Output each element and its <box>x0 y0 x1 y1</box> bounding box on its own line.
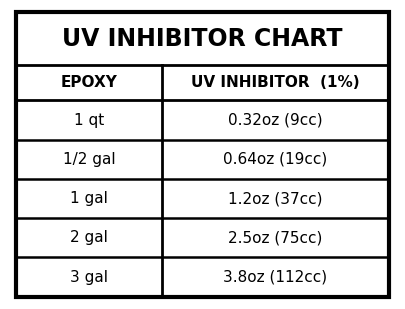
Text: 1/2 gal: 1/2 gal <box>62 152 115 167</box>
Text: 1.2oz (37cc): 1.2oz (37cc) <box>228 191 322 206</box>
Text: UV INHIBITOR CHART: UV INHIBITOR CHART <box>62 27 343 51</box>
Text: 2.5oz (75cc): 2.5oz (75cc) <box>228 230 322 245</box>
Text: 1 gal: 1 gal <box>70 191 108 206</box>
Text: 2 gal: 2 gal <box>70 230 108 245</box>
Text: 3.8oz (112cc): 3.8oz (112cc) <box>223 269 327 285</box>
Text: UV INHIBITOR  (1%): UV INHIBITOR (1%) <box>191 75 360 90</box>
Text: 1 qt: 1 qt <box>74 112 104 128</box>
Text: 0.32oz (9cc): 0.32oz (9cc) <box>228 112 322 128</box>
Text: EPOXY: EPOXY <box>60 75 117 90</box>
Text: 0.64oz (19cc): 0.64oz (19cc) <box>223 152 327 167</box>
Text: 3 gal: 3 gal <box>70 269 108 285</box>
